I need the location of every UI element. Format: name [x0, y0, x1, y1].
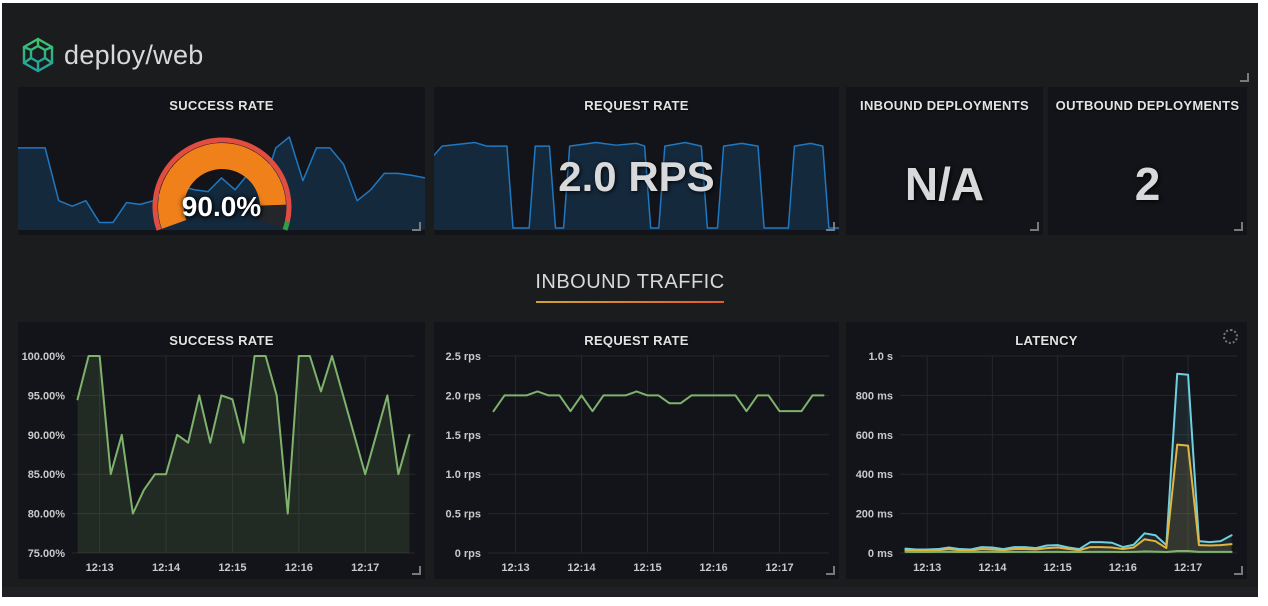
svg-text:75.00%: 75.00%	[28, 548, 66, 560]
gauge-value: 90.0%	[181, 191, 262, 222]
svg-text:80.00%: 80.00%	[28, 509, 66, 521]
svg-text:12:17: 12:17	[351, 562, 379, 574]
svg-text:12:16: 12:16	[285, 562, 313, 574]
dashboard-title: deploy/web	[64, 39, 204, 70]
panel-title[interactable]: INBOUND DEPLOYMENTS	[860, 98, 1029, 113]
svg-text:0 ms: 0 ms	[868, 548, 893, 560]
panel-resize-handle[interactable]	[1234, 566, 1243, 575]
svg-text:12:14: 12:14	[978, 562, 1007, 574]
svg-text:0.5 rps: 0.5 rps	[446, 509, 481, 521]
svg-text:600 ms: 600 ms	[856, 430, 893, 442]
section-underline	[536, 301, 724, 303]
panel-success-rate-stat: 90.0% SUCCESS RATE	[18, 87, 426, 237]
svg-text:12:15: 12:15	[633, 562, 661, 574]
svg-text:12:13: 12:13	[913, 562, 941, 574]
deploy-web-logo-icon	[22, 37, 54, 73]
latency-timeseries[interactable]: 1.0 s 800 ms 600 ms 400 ms 200 ms 0 ms 12:13 12…	[846, 322, 1247, 579]
svg-text:12:13: 12:13	[86, 562, 114, 574]
svg-text:12:17: 12:17	[765, 562, 793, 574]
panel-title[interactable]: LATENCY	[1015, 333, 1078, 348]
svg-text:12:14: 12:14	[567, 562, 596, 574]
panel-request-rate-stat: 2.0 RPS REQUEST RATE	[433, 87, 839, 235]
svg-text:90.00%: 90.00%	[28, 430, 66, 442]
panel-title[interactable]: REQUEST RATE	[584, 333, 689, 348]
request-rate-sparkline[interactable]	[433, 131, 839, 230]
svg-text:1.0 rps: 1.0 rps	[446, 469, 481, 481]
dashboard-header: deploy/web	[20, 33, 204, 77]
svg-text:0 rps: 0 rps	[455, 548, 481, 560]
svg-text:1.0 s: 1.0 s	[869, 351, 893, 363]
svg-text:12:16: 12:16	[1109, 562, 1137, 574]
svg-text:100.00%: 100.00%	[22, 351, 66, 363]
stat-value: 2.0 RPS	[558, 153, 715, 200]
panel-inbound-deployments: INBOUND DEPLOYMENTS N/A	[846, 87, 1043, 235]
svg-text:12:16: 12:16	[699, 562, 727, 574]
panel-resize-handle[interactable]	[1234, 222, 1243, 231]
panel-latency-chart: 1.0 s 800 ms 600 ms 400 ms 200 ms 0 ms 12:13 12…	[846, 322, 1247, 579]
svg-text:95.00%: 95.00%	[28, 390, 66, 402]
svg-text:200 ms: 200 ms	[856, 509, 893, 521]
panel-request-rate-chart: 2.5 rps 2.0 rps 1.5 rps 1.0 rps 0.5 rps 0 rps…	[434, 322, 839, 579]
stat-value: N/A	[904, 158, 985, 210]
panel-resize-handle[interactable]	[826, 222, 835, 231]
panel-resize-handle[interactable]	[412, 566, 421, 575]
panel-resize-handle[interactable]	[412, 222, 421, 231]
stat-value: 2	[1134, 158, 1161, 210]
section-title: INBOUND TRAFFIC	[535, 271, 725, 293]
svg-text:12:13: 12:13	[501, 562, 529, 574]
panel-title[interactable]: REQUEST RATE	[584, 98, 689, 113]
next-row-panel-edge	[2, 587, 1258, 597]
svg-text:1.5 rps: 1.5 rps	[446, 430, 481, 442]
svg-text:12:15: 12:15	[218, 562, 246, 574]
grafana-dashboard: deploy/web 90.0% SUCCESS RATE 2.0 RPS RE…	[2, 3, 1258, 597]
svg-text:2.5 rps: 2.5 rps	[446, 351, 481, 363]
panel-resize-handle[interactable]	[826, 566, 835, 575]
success-rate-timeseries[interactable]: 100.00% 95.00% 90.00% 85.00% 80.00% 75.00% 12:…	[18, 322, 425, 579]
success-rate-gauge	[137, 133, 307, 237]
svg-text:12:14: 12:14	[152, 562, 181, 574]
loading-spinner-icon	[1223, 329, 1238, 344]
panel-title[interactable]: OUTBOUND DEPLOYMENTS	[1055, 98, 1240, 113]
success-rate-sparkline[interactable]	[18, 131, 426, 230]
request-rate-timeseries[interactable]: 2.5 rps 2.0 rps 1.5 rps 1.0 rps 0.5 rps 0 rps…	[434, 322, 839, 579]
svg-text:12:15: 12:15	[1044, 562, 1072, 574]
panel-title[interactable]: SUCCESS RATE	[169, 333, 274, 348]
panel-resize-handle[interactable]	[1030, 222, 1039, 231]
svg-text:400 ms: 400 ms	[856, 469, 893, 481]
svg-text:800 ms: 800 ms	[856, 390, 893, 402]
header-row-resize-handle[interactable]	[1240, 73, 1249, 82]
svg-text:2.0 rps: 2.0 rps	[446, 390, 481, 402]
svg-text:85.00%: 85.00%	[28, 469, 66, 481]
panel-title[interactable]: SUCCESS RATE	[169, 98, 274, 113]
section-header-inbound-traffic: INBOUND TRAFFIC	[2, 271, 1258, 303]
panel-success-rate-chart: 100.00% 95.00% 90.00% 85.00% 80.00% 75.00% 12:…	[18, 322, 425, 579]
panel-outbound-deployments: OUTBOUND DEPLOYMENTS 2	[1048, 87, 1247, 235]
svg-text:12:17: 12:17	[1174, 562, 1202, 574]
